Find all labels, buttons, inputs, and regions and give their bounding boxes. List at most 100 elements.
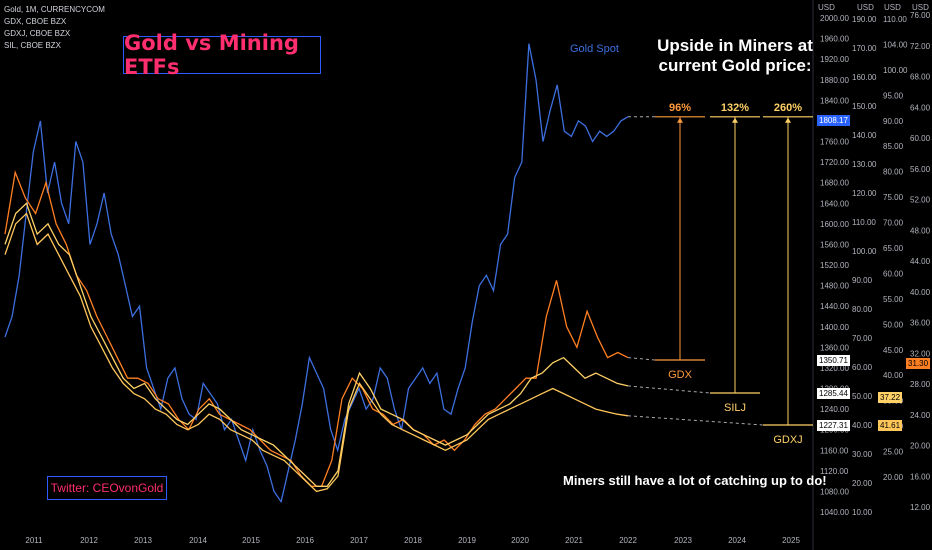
twitter-handle: Twitter: CEOvonGold bbox=[47, 476, 167, 500]
y-tick-label-axis2: 85.00 bbox=[883, 142, 904, 151]
y-tick-label-axis4: 72.00 bbox=[910, 42, 931, 51]
y-tick-label-axis4: 60.00 bbox=[910, 134, 931, 143]
x-tick-label: 2011 bbox=[25, 536, 43, 545]
y-tick-label-axis3: 170.00 bbox=[852, 44, 877, 53]
y-tick-label-axis3: 100.00 bbox=[852, 247, 877, 256]
y-tick-label-axis4: 76.00 bbox=[910, 11, 931, 20]
y-tick-label-gold: 1760.00 bbox=[820, 138, 849, 147]
x-tick-label: 2016 bbox=[296, 536, 314, 545]
y-tick-label-axis3: 140.00 bbox=[852, 131, 877, 140]
y-tick-label-axis3: 10.00 bbox=[852, 508, 873, 517]
gold-spot-label: Gold Spot bbox=[570, 43, 619, 55]
chart-title-box: Gold vs Mining ETFs bbox=[123, 31, 321, 79]
y-tick-label-axis2: 45.00 bbox=[883, 346, 904, 355]
upside-percent-label: 260% bbox=[774, 102, 802, 114]
miner-extension-line bbox=[627, 357, 656, 361]
x-tick-label: 2013 bbox=[134, 536, 152, 545]
y-tick-label-axis2: 65.00 bbox=[883, 244, 904, 253]
y-tick-label-axis2: 104.00 bbox=[883, 40, 908, 49]
price-tag-gdxj-axis3: 41.61 bbox=[878, 420, 903, 431]
y-tick-label-axis2: 95.00 bbox=[883, 91, 904, 100]
upside-annotations: 96% GDX 132% SILJ 260% GDXJ Gold Spot bbox=[570, 43, 813, 446]
legend-gdxj: GDXJ, CBOE BZX bbox=[4, 29, 71, 38]
y-tick-label-axis3: 60.00 bbox=[852, 363, 873, 372]
y-tick-label-gold: 1360.00 bbox=[820, 343, 849, 352]
y-tick-label-axis4: 36.00 bbox=[910, 319, 931, 328]
y-tick-label-axis2: 75.00 bbox=[883, 193, 904, 202]
y-tick-label-axis2: 110.00 bbox=[883, 15, 907, 24]
x-axis: 2011 2012 2013 2014 2015 2016 2017 2018 2019 2020… bbox=[25, 536, 800, 545]
y-tick-label-gold: 1520.00 bbox=[820, 261, 849, 270]
y-tick-label-gold: 1960.00 bbox=[820, 35, 849, 44]
legend-gold: Gold, 1M, CURRENCYCOM bbox=[4, 5, 105, 14]
x-tick-label: 2019 bbox=[458, 536, 476, 545]
axis-unit-4: USD bbox=[912, 3, 929, 12]
y-tick-label-axis4: 44.00 bbox=[910, 257, 931, 266]
y-tick-label-gold: 1080.00 bbox=[820, 487, 849, 496]
x-tick-label: 2022 bbox=[619, 536, 637, 545]
y-tick-label-axis3: 130.00 bbox=[852, 160, 877, 169]
y-tick-label-gold: 1840.00 bbox=[820, 96, 849, 105]
y-tick-label-axis4: 64.00 bbox=[910, 103, 931, 112]
miner-extension-line bbox=[627, 415, 764, 426]
series-line-gdxj bbox=[4, 212, 629, 493]
series-end-label: GDX bbox=[668, 369, 693, 381]
price-tag-silj-axis3: 37.22 bbox=[878, 392, 903, 403]
legend-gdx: GDX, CBOE BZX bbox=[4, 17, 67, 26]
x-tick-label: 2024 bbox=[728, 536, 746, 545]
y-tick-label-gold: 1320.00 bbox=[820, 364, 849, 373]
y-tick-label-gold: 1480.00 bbox=[820, 282, 849, 291]
y-tick-label-axis3: 20.00 bbox=[852, 479, 873, 488]
y-tick-label-gold: 1720.00 bbox=[820, 158, 849, 167]
axis-unit-3: USD bbox=[884, 3, 901, 12]
y-tick-label-gold: 1920.00 bbox=[820, 55, 849, 64]
y-tick-label-axis2: 90.00 bbox=[883, 117, 904, 126]
y-tick-label-gold: 1160.00 bbox=[820, 446, 849, 455]
y-tick-label-axis4: 40.00 bbox=[910, 288, 931, 297]
y-tick-label-axis4: 28.00 bbox=[910, 380, 931, 389]
y-tick-label-axis4: 56.00 bbox=[910, 165, 931, 174]
y-tick-label-axis3: 50.00 bbox=[852, 392, 873, 401]
x-tick-label: 2017 bbox=[350, 536, 368, 545]
y-tick-label-gold: 2000.00 bbox=[820, 14, 849, 23]
y-tick-label-axis4: 20.00 bbox=[910, 442, 931, 451]
upside-arrow-head bbox=[785, 117, 791, 123]
upside-line-2: current Gold price: bbox=[658, 56, 812, 75]
y-tick-label-axis2: 40.00 bbox=[883, 371, 904, 380]
upside-arrow-head bbox=[677, 117, 683, 123]
x-tick-label: 2021 bbox=[565, 536, 583, 545]
y-tick-label-axis4: 68.00 bbox=[910, 73, 931, 82]
catchup-note: Miners still have a lot of catching up t… bbox=[563, 473, 827, 488]
y-tick-label-gold: 1880.00 bbox=[820, 76, 849, 85]
y-tick-label-gold: 1600.00 bbox=[820, 220, 849, 229]
y-tick-label-gold: 1640.00 bbox=[820, 199, 849, 208]
y-tick-label-axis3: 90.00 bbox=[852, 276, 873, 285]
price-tag-gdx-axis4: 31.30 bbox=[906, 358, 931, 369]
y-tick-label-axis3: 80.00 bbox=[852, 305, 873, 314]
y-tick-label-gold: 1240.00 bbox=[820, 405, 849, 414]
y-tick-label-axis2: 100.00 bbox=[883, 66, 908, 75]
y-tick-label-axis3: 30.00 bbox=[852, 450, 873, 459]
upside-percent-label: 132% bbox=[721, 102, 749, 114]
x-tick-label: 2020 bbox=[511, 536, 529, 545]
y-tick-label-gold: 1440.00 bbox=[820, 302, 849, 311]
y-tick-label-axis4: 12.00 bbox=[910, 503, 931, 512]
y-tick-label-gold: 1560.00 bbox=[820, 240, 849, 249]
price-tag-gold: 1808.17 bbox=[817, 115, 850, 126]
series-line-gold-spot bbox=[4, 43, 629, 504]
y-tick-label-axis4: 32.00 bbox=[910, 349, 931, 358]
x-tick-label: 2018 bbox=[404, 536, 422, 545]
y-tick-label-axis2: 70.00 bbox=[883, 219, 904, 228]
y-tick-label-gold: 1040.00 bbox=[820, 508, 849, 517]
series-lines bbox=[4, 43, 629, 504]
y-tick-label-axis3: 190.00 bbox=[852, 15, 877, 24]
axis-unit-2: USD bbox=[857, 3, 874, 12]
price-tag-gdx: 1350.71 bbox=[817, 355, 850, 366]
x-tick-label: 2015 bbox=[242, 536, 260, 545]
y-tick-label-gold: 1680.00 bbox=[820, 179, 849, 188]
y-axes: 2000.001960.001920.001880.001840.001800.… bbox=[812, 0, 931, 550]
y-tick-label-axis4: 52.00 bbox=[910, 196, 931, 205]
y-tick-label-axis2: 80.00 bbox=[883, 168, 904, 177]
